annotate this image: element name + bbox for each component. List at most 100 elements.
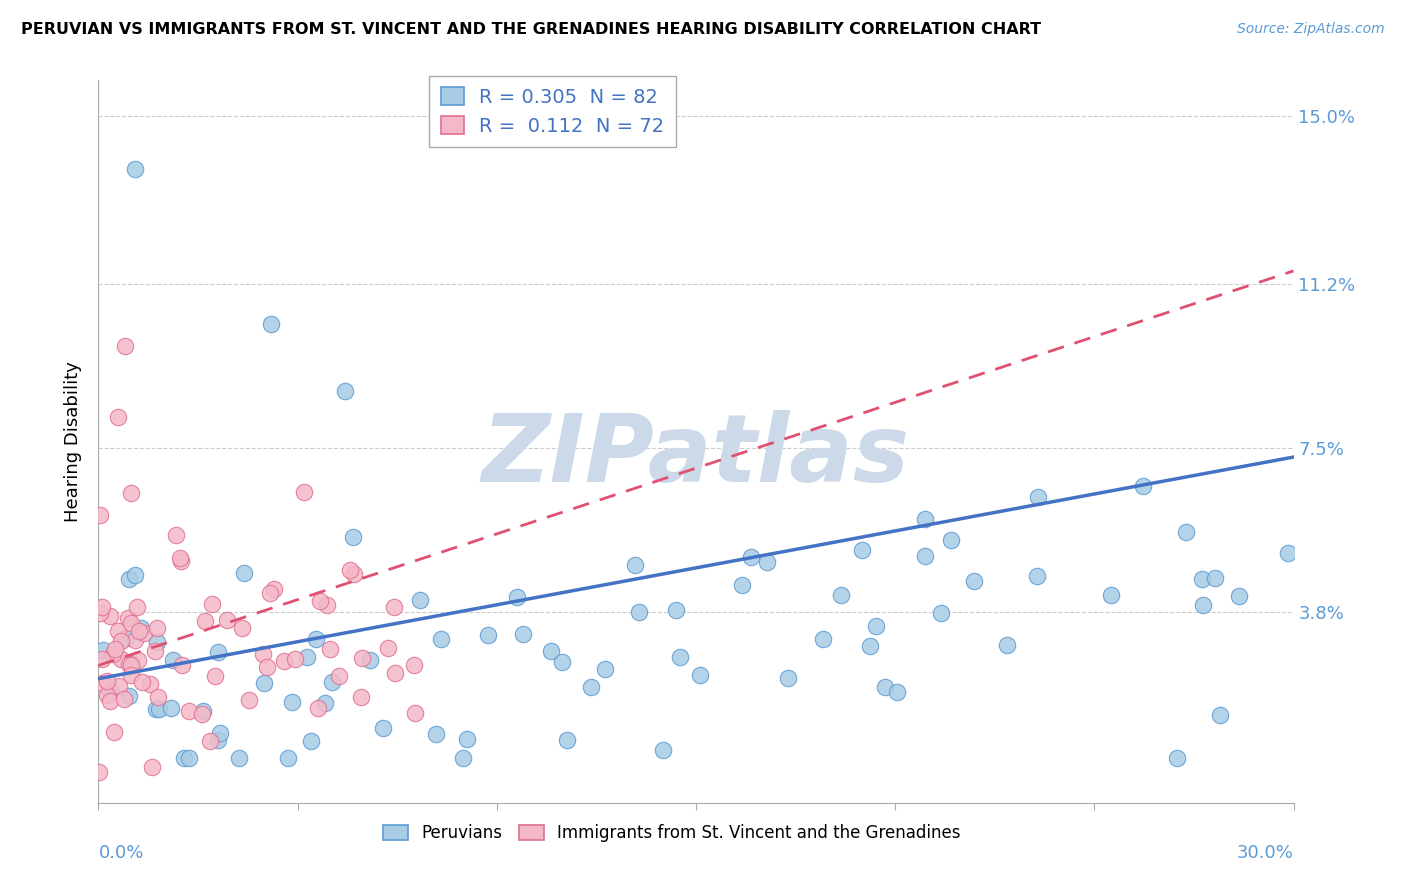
Point (179, 704, 201, 718)
Point (963, 574, 986, 588)
Point (477, 628, 499, 642)
Text: PERUVIAN VS IMMIGRANTS FROM ST. VINCENT AND THE GRENADINES HEARING DISABILITY CO: PERUVIAN VS IMMIGRANTS FROM ST. VINCENT … (21, 22, 1042, 37)
Point (96, 688, 118, 702)
Point (172, 657, 194, 672)
Point (371, 721, 394, 735)
Point (593, 662, 616, 676)
Point (141, 760, 163, 774)
Point (233, 566, 256, 580)
Point (689, 667, 711, 681)
Point (299, 733, 322, 747)
Point (284, 652, 307, 666)
Point (350, 651, 373, 665)
Point (91, 651, 114, 665)
Point (1026, 490, 1049, 504)
Point (280, 695, 302, 709)
Point (914, 549, 936, 563)
Point (941, 533, 963, 548)
Point (217, 613, 239, 627)
Point (551, 655, 574, 669)
Point (273, 654, 295, 668)
Point (98, 608, 121, 623)
Point (89, 508, 111, 522)
Point (1209, 708, 1232, 723)
Point (173, 751, 195, 765)
Point (756, 555, 779, 569)
Point (851, 543, 873, 558)
Point (1026, 568, 1049, 582)
Point (138, 677, 160, 691)
Point (134, 626, 156, 640)
Point (350, 690, 373, 704)
Point (110, 634, 132, 648)
Point (259, 586, 281, 600)
Point (319, 642, 342, 657)
Point (377, 640, 399, 655)
Point (430, 632, 453, 646)
Point (776, 671, 799, 685)
Point (124, 633, 146, 648)
Point (929, 606, 952, 620)
Point (145, 635, 167, 649)
Point (191, 704, 214, 718)
Point (170, 554, 193, 568)
Point (1227, 589, 1250, 603)
Point (103, 725, 125, 739)
Text: Source: ZipAtlas.com: Source: ZipAtlas.com (1237, 22, 1385, 37)
Point (859, 640, 882, 654)
Point (87, 764, 110, 779)
Point (886, 684, 908, 698)
Point (238, 693, 260, 707)
Point (813, 632, 835, 647)
Point (321, 674, 343, 689)
Point (118, 572, 141, 586)
Point (384, 665, 406, 680)
Point (555, 732, 578, 747)
Point (1204, 571, 1226, 585)
Point (118, 689, 141, 703)
Point (124, 567, 146, 582)
Point (143, 643, 166, 657)
Point (540, 643, 562, 657)
Text: 0.0%: 0.0% (98, 845, 143, 863)
Point (89, 606, 111, 620)
Point (128, 624, 150, 639)
Point (382, 600, 405, 615)
Point (1191, 572, 1213, 586)
Point (114, 339, 136, 353)
Point (120, 656, 142, 670)
Point (252, 647, 274, 661)
Y-axis label: Hearing Disability: Hearing Disability (63, 361, 82, 522)
Point (333, 384, 356, 398)
Point (145, 702, 167, 716)
Point (118, 657, 141, 671)
Point (409, 592, 432, 607)
Text: ZIPatlas: ZIPatlas (482, 410, 910, 502)
Point (207, 732, 229, 747)
Point (339, 563, 361, 577)
Point (995, 638, 1018, 652)
Point (830, 588, 852, 602)
Point (343, 566, 366, 581)
Point (451, 751, 474, 765)
Point (207, 644, 229, 658)
Point (253, 676, 276, 690)
Point (117, 611, 139, 625)
Point (127, 600, 149, 615)
Point (107, 624, 129, 639)
Legend: Peruvians, Immigrants from St. Vincent and the Grenadines: Peruvians, Immigrants from St. Vincent a… (377, 817, 967, 848)
Point (512, 627, 534, 641)
Point (179, 751, 201, 765)
Point (201, 598, 224, 612)
Point (98, 684, 121, 698)
Point (1166, 751, 1188, 765)
Point (110, 652, 132, 666)
Point (1132, 479, 1154, 493)
Point (665, 603, 688, 617)
Point (307, 701, 329, 715)
Point (129, 621, 152, 635)
Point (96, 673, 118, 688)
Point (165, 528, 187, 542)
Point (160, 700, 183, 714)
Point (120, 657, 142, 672)
